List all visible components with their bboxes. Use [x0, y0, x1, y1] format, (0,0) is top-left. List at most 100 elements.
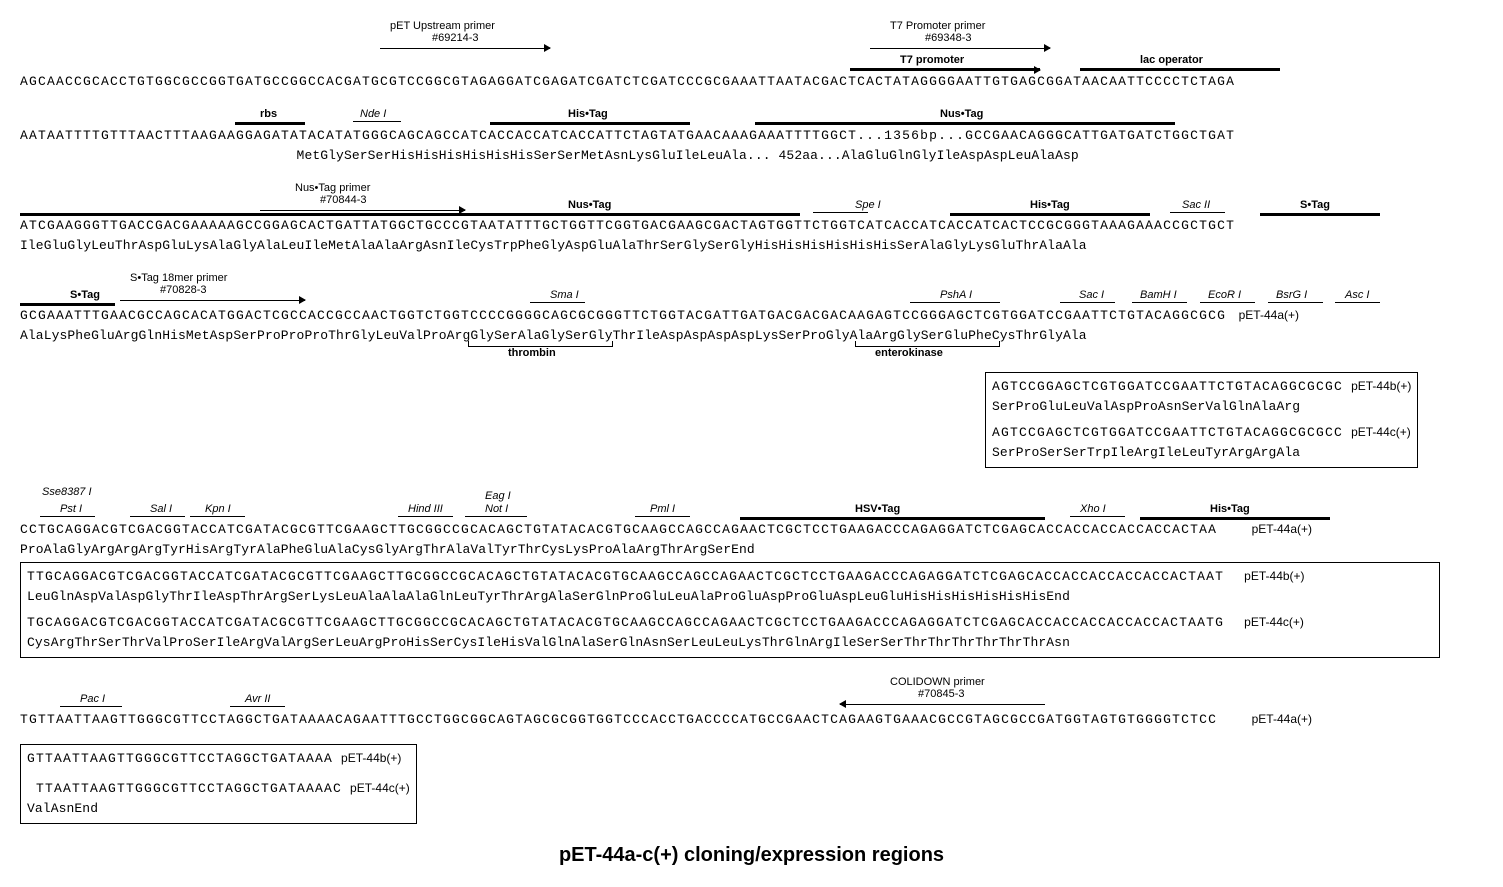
pet-upstream-primer-label: pET Upstream primer	[390, 20, 495, 32]
pet-upstream-primer-id: #69214-3	[432, 32, 479, 44]
s-tag-18mer-label: S•Tag 18mer primer	[130, 272, 227, 284]
sequence-diagram: pET Upstream primer #69214-3 T7 Promoter…	[20, 20, 1483, 867]
t7-promoter-primer-id: #69348-3	[925, 32, 972, 44]
line2-aa: MetGlySerSerHisHisHisHisHisHisSerSerMetA…	[20, 148, 779, 163]
pac-site	[60, 706, 122, 707]
gap-bp: 1356bp	[884, 128, 938, 143]
hind-label: Hind III	[408, 503, 443, 515]
sma-label: Sma I	[550, 289, 579, 301]
line5b-aa: LeuGlnAspValAspGlyThrIleAspThrArgSerLysL…	[27, 589, 1070, 604]
block-4: S•Tag 18mer primer #70828-3 S•Tag Sma I …	[20, 272, 1483, 468]
line2-aa-tail: ...AlaGluGlnGlyIleAspAspLeuAlaAsp	[818, 148, 1079, 163]
his-tag-label-3: His•Tag	[1210, 503, 1250, 515]
line2-dna-tail: ...GCCGAACAGGGCATTGATGATCTGGCTGAT	[938, 128, 1235, 143]
spe-site	[813, 212, 868, 213]
his-tag-label-2: His•Tag	[1030, 199, 1070, 211]
sse-label: Sse8387 I	[42, 486, 92, 498]
bsrg-site	[1268, 302, 1323, 303]
variant-a-3: pET-44a(+)	[1252, 712, 1312, 726]
pml-label: Pml I	[650, 503, 675, 515]
sac-site	[1060, 302, 1115, 303]
block4-variants-box: AGTCCGGAGCTCGTGGATCCGAATTCTGTACAGGCGCGC p…	[985, 372, 1418, 468]
line4b-dna: AGTCCGGAGCTCGTGGATCCGAATTCTGTACAGGCGCGC	[992, 379, 1343, 394]
kpn-site	[190, 516, 245, 517]
line4b-aa: SerProGluLeuValAspProAsnSerValGlnAlaArg	[992, 399, 1300, 414]
pml-site	[635, 516, 690, 517]
sal-site	[130, 516, 185, 517]
line2-dna: AATAATTTTGTTTAACTTTAAGAAGGAGATATACATATGG…	[20, 128, 884, 143]
line5b-dna: TTGCAGGACGTCGACGGTACCATCGATACGCGTTCGAAGC…	[27, 569, 1224, 584]
block6-variants-box: GTTAATTAAGTTGGGCGTTCCTAGGCTGATAAAA pET-44…	[20, 744, 417, 824]
nus-tag-label-1: Nus•Tag	[940, 108, 983, 120]
colidown-primer-id: #70845-3	[918, 688, 965, 700]
bamh-label: BamH I	[1140, 289, 1177, 301]
block5-variants-box: TTGCAGGACGTCGACGGTACCATCGATACGCGTTCGAAGC…	[20, 562, 1440, 658]
hsv-tag-label: HSV•Tag	[855, 503, 900, 515]
variant-c-3: pET-44c(+)	[350, 781, 410, 795]
hind-site	[398, 516, 453, 517]
avr-site	[230, 706, 285, 707]
t7-promoter-label: T7 promoter	[900, 54, 964, 66]
s-tag-label-1: S•Tag	[1300, 199, 1330, 211]
line4c-aa: SerProSerSerTrpIleArgIleLeuTyrArgArgAla	[992, 445, 1300, 460]
psha-label: PshA I	[940, 289, 972, 301]
gap-aa: 452aa	[779, 148, 819, 163]
nde-site	[353, 121, 401, 122]
s-tag-label-2: S•Tag	[70, 289, 100, 301]
enterokinase-label: enterokinase	[875, 347, 943, 359]
xho-site	[1070, 516, 1125, 517]
line5c-dna: TGCAGGACGTCGACGGTACCATCGATACGCGTTCGAAGCT…	[27, 615, 1224, 630]
variant-c-2: pET-44c(+)	[1244, 615, 1304, 629]
thrombin-label: thrombin	[508, 347, 556, 359]
line3-aa: IleGluGlyLeuThrAspGluLysAlaGlyAlaLeuIleM…	[20, 238, 1087, 253]
line5-aa: ProAlaGlyArgArgArgTyrHisArgTyrAlaPheGluA…	[20, 542, 755, 557]
block-5: Sse8387 I Pst I Sal I Kpn I Hind III Eag…	[20, 486, 1483, 658]
nus-tag-primer-label: Nus•Tag primer	[295, 182, 370, 194]
block-3: Nus•Tag primer #70844-3 Nus•Tag Spe I Hi…	[20, 182, 1483, 254]
line3-dna: ATCGAAGGGTTGACCGACGAAAAAGCCGGAGCACTGATTA…	[20, 218, 1235, 233]
block-6: COLIDOWN primer #70845-3 Pac I Avr II TG…	[20, 676, 1483, 824]
s-tag-18mer-id: #70828-3	[160, 284, 207, 296]
variant-b-2: pET-44b(+)	[1244, 569, 1304, 583]
psha-site	[910, 302, 1000, 303]
rbs-label: rbs	[260, 108, 277, 120]
lac-operator-label: lac operator	[1140, 54, 1203, 66]
avr-label: Avr II	[245, 693, 270, 705]
pst-label: Pst I	[60, 503, 82, 515]
line4-dna: GCGAAATTTGAACGCCAGCACATGGACTCGCCACCGCCAA…	[20, 308, 1226, 323]
sac-label: Sac I	[1079, 289, 1104, 301]
line5-dna: CCTGCAGGACGTCGACGGTACCATCGATACGCGTTCGAAG…	[20, 522, 1217, 537]
his-tag-label-1: His•Tag	[568, 108, 608, 120]
sal-label: Sal I	[150, 503, 172, 515]
line4c-dna: AGTCCGAGCTCGTGGATCCGAATTCTGTACAGGCGCGCC	[992, 425, 1343, 440]
line6-dna: TGTTAATTAAGTTGGGCGTTCCTAGGCTGATAAAACAGAA…	[20, 712, 1217, 727]
pac-label: Pac I	[80, 693, 105, 705]
spe-label: Spe I	[855, 199, 881, 211]
variant-a-2: pET-44a(+)	[1252, 522, 1312, 536]
block-2: rbs Nde I His•Tag Nus•Tag AATAATTTTGTTTA…	[20, 108, 1483, 164]
ecor-site	[1200, 302, 1255, 303]
ecor-label: EcoR I	[1208, 289, 1241, 301]
kpn-label: Kpn I	[205, 503, 231, 515]
sma-site	[530, 302, 585, 303]
bamh-site	[1132, 302, 1187, 303]
xho-label: Xho I	[1080, 503, 1106, 515]
eag-label: Eag I	[485, 490, 511, 502]
variant-b-3: pET-44b(+)	[341, 751, 401, 765]
pst-site	[40, 516, 95, 517]
asc-label: Asc I	[1345, 289, 1369, 301]
not-site	[465, 516, 527, 517]
asc-site	[1335, 302, 1380, 303]
variant-a-1: pET-44a(+)	[1239, 308, 1299, 322]
line6b-dna: GTTAATTAAGTTGGGCGTTCCTAGGCTGATAAAA	[27, 751, 333, 766]
line6c-aa: ValAsnEnd	[27, 801, 98, 816]
nde-label: Nde I	[360, 108, 386, 120]
sac2-label: Sac II	[1182, 199, 1210, 211]
variant-b-1: pET-44b(+)	[1351, 379, 1411, 393]
not-label: Not I	[485, 503, 508, 515]
bsrg-label: BsrG I	[1276, 289, 1307, 301]
line6c-dna: TTAATTAAGTTGGGCGTTCCTAGGCTGATAAAAC	[27, 781, 342, 796]
sac2-site	[1170, 212, 1225, 213]
colidown-primer-label: COLIDOWN primer	[890, 676, 985, 688]
variant-c-1: pET-44c(+)	[1351, 425, 1411, 439]
